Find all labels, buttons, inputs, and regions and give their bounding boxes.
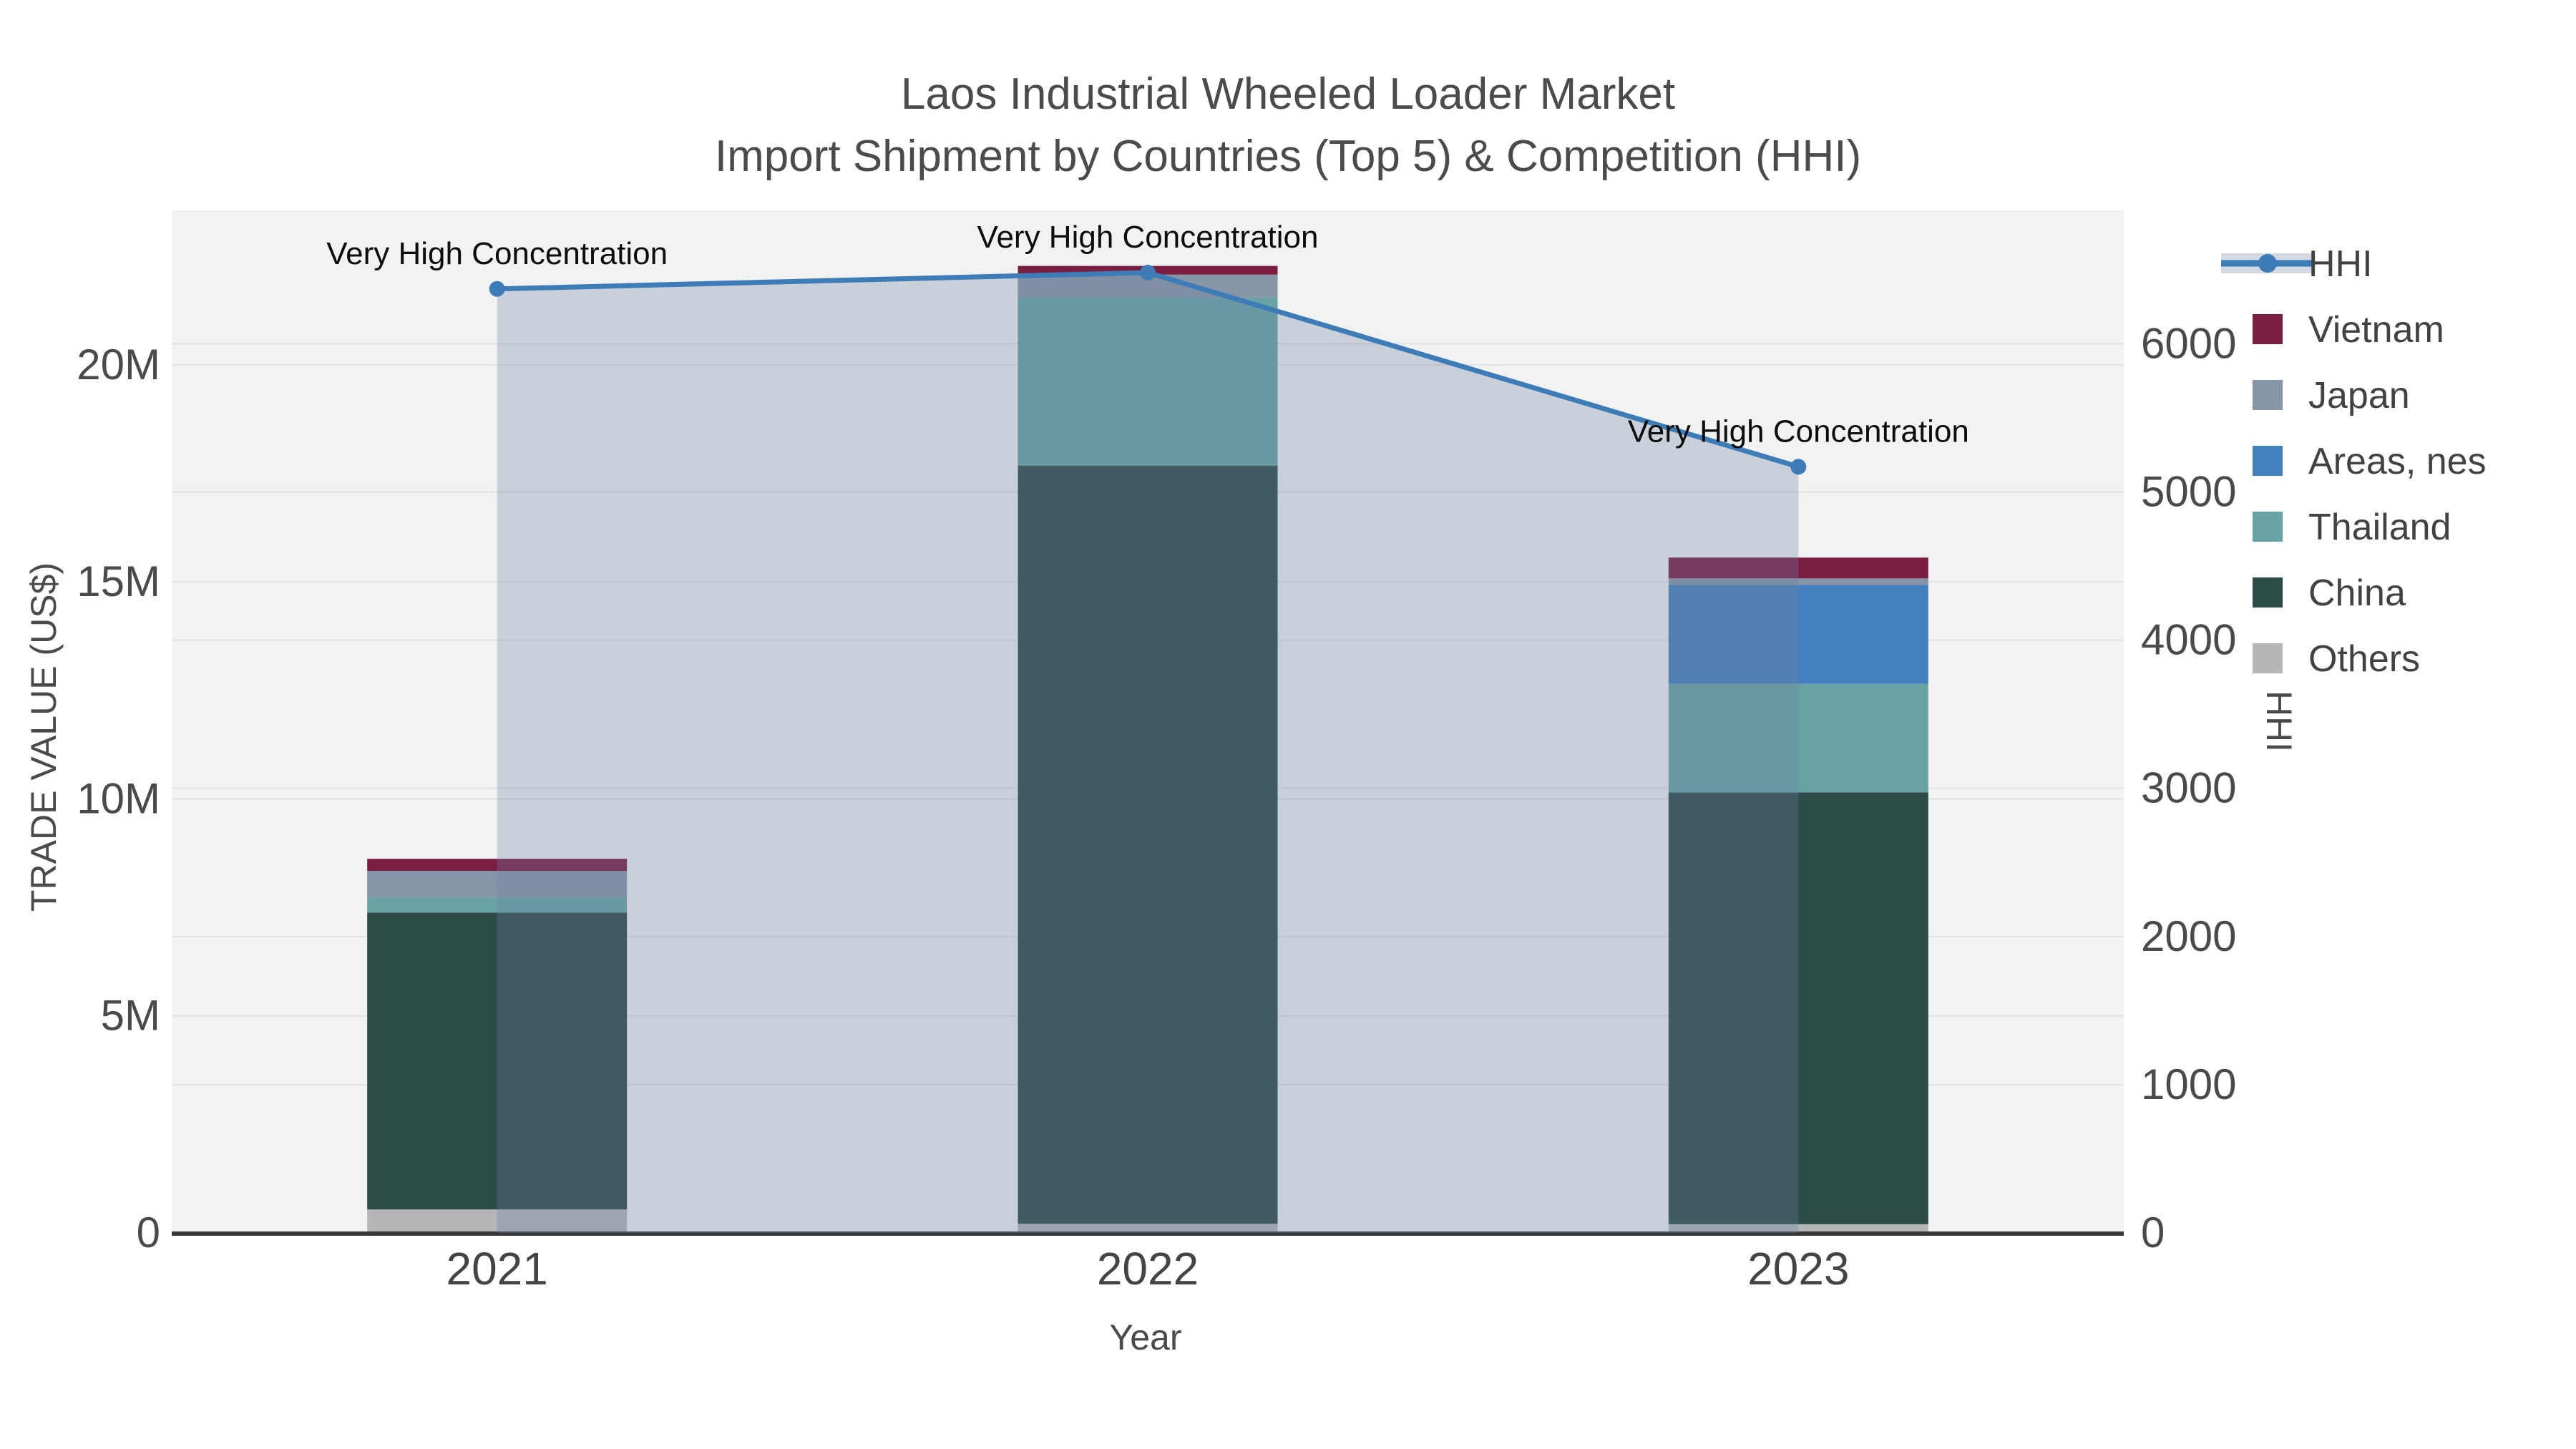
y-left-tick-20M: 20M xyxy=(77,341,160,389)
hhi-line xyxy=(489,264,1807,475)
legend-item-vietnam[interactable]: Vietnam xyxy=(2253,309,2444,351)
bar-2021 xyxy=(367,859,628,1233)
legend-label: China xyxy=(2308,572,2406,614)
bar-segment-china[interactable] xyxy=(1668,792,1928,1224)
bar-segment-japan[interactable] xyxy=(1668,578,1928,585)
bar-segment-others[interactable] xyxy=(1018,1224,1278,1233)
legend-label: Japan xyxy=(2308,375,2410,416)
y-left-tick-15M: 15M xyxy=(77,557,160,605)
bar-segment-thailand[interactable] xyxy=(1668,683,1928,793)
bar-segment-china[interactable] xyxy=(1018,465,1278,1224)
legend: HHI Vietnam Japan Areas, nes Thailand China Ot… xyxy=(2221,243,2487,680)
annotation-2021: Very High Concentration xyxy=(326,236,668,271)
x-axis-title: Year xyxy=(1109,1317,1181,1357)
x-tick-2021: 2021 xyxy=(446,1243,547,1294)
hhi-marker-2023[interactable] xyxy=(1790,459,1807,475)
legend-label: HHI xyxy=(2308,243,2373,285)
chart-title-line2: Import Shipment by Countries (Top 5) & C… xyxy=(715,132,1861,181)
y-left-axis-title: TRADE VALUE (US$) xyxy=(24,562,64,912)
y-left-tick-labels: 0 5M 10M 15M 20M xyxy=(77,341,160,1257)
bar-segment-vietnam[interactable] xyxy=(367,859,628,872)
legend-label: Areas, nes xyxy=(2308,441,2487,482)
legend-item-japan[interactable]: Japan xyxy=(2253,375,2410,416)
legend-item-china[interactable]: China xyxy=(2253,572,2406,614)
legend-label: Vietnam xyxy=(2308,309,2444,351)
hhi-marker-2022[interactable] xyxy=(1140,264,1156,280)
legend-item-thailand[interactable]: Thailand xyxy=(2253,507,2451,548)
legend-color-swatch xyxy=(2253,380,2283,410)
y-right-axis-title: HHI xyxy=(2259,691,2299,752)
stacked-bars xyxy=(367,265,1928,1233)
hhi-area-fill xyxy=(497,272,1799,1233)
bar-segment-thailand[interactable] xyxy=(1018,297,1278,466)
y-left-tick-0: 0 xyxy=(137,1209,160,1257)
bar-segment-japan[interactable] xyxy=(367,871,628,898)
annotation-2022: Very High Concentration xyxy=(977,220,1319,255)
y-right-tick-labels: 0 1000 2000 3000 4000 5000 6000 xyxy=(2141,319,2236,1257)
bar-segment-china[interactable] xyxy=(367,912,628,1210)
x-tick-2022: 2022 xyxy=(1097,1243,1199,1294)
bar-2022 xyxy=(1018,265,1278,1233)
legend-color-swatch xyxy=(2253,643,2283,673)
y-right-tick-6000: 6000 xyxy=(2141,319,2236,367)
annotations: Very High Concentration Very High Concent… xyxy=(326,220,1969,449)
y-left-tick-5M: 5M xyxy=(101,992,160,1040)
x-tick-labels: 2021 2022 2023 xyxy=(446,1243,1849,1294)
legend-item-areas-nes[interactable]: Areas, nes xyxy=(2253,441,2487,482)
x-axis-line xyxy=(172,1231,2124,1236)
legend-item-hhi[interactable]: HHI xyxy=(2221,243,2373,285)
legend-label: Others xyxy=(2308,638,2420,680)
legend-color-swatch xyxy=(2253,577,2283,608)
x-tick-2023: 2023 xyxy=(1747,1243,1849,1294)
y-right-tick-4000: 4000 xyxy=(2141,616,2236,664)
bar-segment-others[interactable] xyxy=(367,1209,628,1233)
chart-title-line1: Laos Industrial Wheeled Loader Market xyxy=(901,69,1675,119)
bar-2023 xyxy=(1668,557,1928,1233)
y-right-tick-0: 0 xyxy=(2141,1209,2165,1257)
bar-segment-vietnam[interactable] xyxy=(1668,557,1928,579)
legend-color-swatch xyxy=(2253,446,2283,476)
y-right-tick-2000: 2000 xyxy=(2141,912,2236,960)
y-left-tick-10M: 10M xyxy=(77,774,160,822)
y-right-tick-5000: 5000 xyxy=(2141,467,2236,515)
legend-label: Thailand xyxy=(2308,507,2451,548)
y-right-tick-3000: 3000 xyxy=(2141,764,2236,812)
bar-segment-thailand[interactable] xyxy=(367,897,628,913)
hhi-area xyxy=(497,272,1799,1233)
y-right-tick-1000: 1000 xyxy=(2141,1060,2236,1108)
hhi-marker-2021[interactable] xyxy=(489,280,505,297)
bar-segment-areas-nes[interactable] xyxy=(1668,585,1928,684)
legend-color-swatch xyxy=(2253,314,2283,344)
annotation-2023: Very High Concentration xyxy=(1628,414,1969,449)
bar-segment-others[interactable] xyxy=(1668,1224,1928,1233)
legend-color-swatch xyxy=(2253,512,2283,542)
legend-hhi-marker xyxy=(2258,254,2277,273)
legend-item-others[interactable]: Others xyxy=(2253,638,2420,680)
